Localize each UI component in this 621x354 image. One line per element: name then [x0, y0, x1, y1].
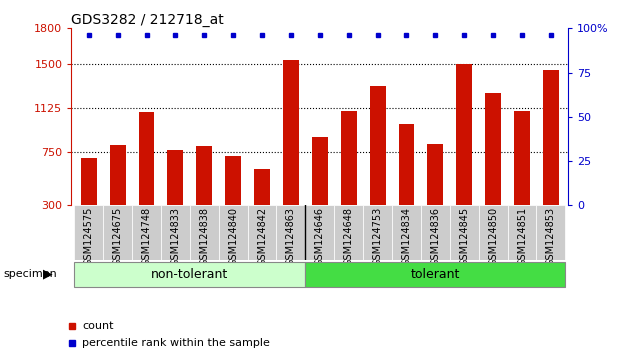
Bar	[283, 60, 299, 205]
Text: GSM124575: GSM124575	[84, 207, 94, 266]
Bar	[399, 124, 414, 205]
Text: GSM124863: GSM124863	[286, 207, 296, 266]
Bar	[450, 205, 479, 260]
Text: GSM124840: GSM124840	[228, 207, 238, 266]
Bar	[225, 156, 241, 205]
Text: GSM124845: GSM124845	[460, 207, 469, 266]
Text: GSM124753: GSM124753	[373, 207, 383, 266]
Bar	[75, 205, 103, 260]
Bar	[485, 93, 501, 205]
Bar	[306, 205, 334, 260]
Bar	[427, 144, 443, 205]
Text: GDS3282 / 212718_at: GDS3282 / 212718_at	[71, 13, 224, 27]
Bar	[248, 205, 276, 260]
Text: GSM124842: GSM124842	[257, 207, 267, 266]
Text: ▶: ▶	[43, 268, 53, 281]
Text: GSM124648: GSM124648	[343, 207, 354, 266]
Bar	[514, 111, 530, 205]
Bar	[421, 205, 450, 260]
Bar	[537, 205, 565, 260]
Text: specimen: specimen	[3, 269, 57, 279]
Bar	[196, 146, 212, 205]
Text: GSM124748: GSM124748	[142, 207, 152, 266]
Text: GSM124853: GSM124853	[546, 207, 556, 266]
Bar	[456, 64, 472, 205]
Text: tolerant: tolerant	[410, 268, 460, 281]
Bar	[138, 112, 155, 205]
Bar	[81, 158, 97, 205]
Bar	[254, 169, 270, 205]
Bar	[168, 150, 183, 205]
Bar	[543, 70, 559, 205]
Bar	[75, 262, 306, 287]
Bar	[312, 137, 328, 205]
Bar	[341, 111, 356, 205]
Text: GSM124646: GSM124646	[315, 207, 325, 266]
Bar	[219, 205, 248, 260]
Text: non-tolerant: non-tolerant	[151, 268, 229, 281]
Text: GSM124833: GSM124833	[170, 207, 180, 266]
Text: GSM124838: GSM124838	[199, 207, 209, 266]
Bar	[363, 205, 392, 260]
Bar	[103, 205, 132, 260]
Text: count: count	[83, 321, 114, 331]
Bar	[132, 205, 161, 260]
Bar	[276, 205, 306, 260]
Text: GSM124675: GSM124675	[112, 207, 122, 266]
Bar	[110, 145, 125, 205]
Bar	[392, 205, 421, 260]
Bar	[479, 205, 507, 260]
Bar	[507, 205, 537, 260]
Text: GSM124836: GSM124836	[430, 207, 440, 266]
Text: GSM124834: GSM124834	[401, 207, 412, 266]
Text: percentile rank within the sample: percentile rank within the sample	[83, 338, 270, 348]
Bar	[369, 86, 386, 205]
Bar	[190, 205, 219, 260]
Text: GSM124850: GSM124850	[488, 207, 498, 266]
Bar	[161, 205, 190, 260]
Bar	[334, 205, 363, 260]
Bar	[306, 262, 565, 287]
Text: GSM124851: GSM124851	[517, 207, 527, 266]
